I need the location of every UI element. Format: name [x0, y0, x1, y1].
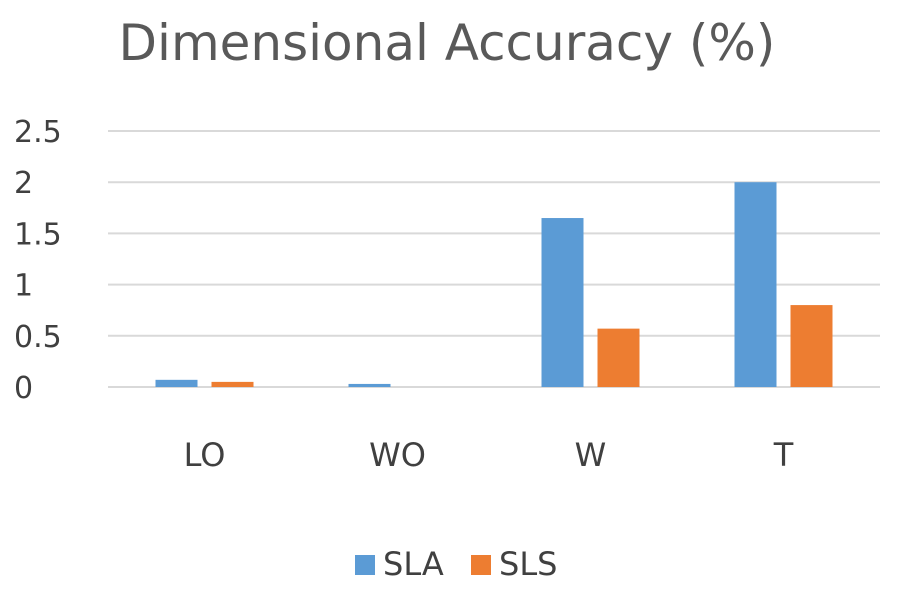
- y-tick-label: 2.5: [14, 115, 62, 150]
- y-tick-label: 2: [14, 166, 33, 201]
- chart-title: Dimensional Accuracy (%): [119, 14, 776, 72]
- y-tick-label: 1.5: [14, 217, 62, 252]
- bar-sls-lo: [211, 381, 254, 387]
- bar-sla-w: [541, 218, 584, 387]
- x-category-label: WO: [369, 436, 426, 474]
- bar-sla-t: [734, 182, 777, 387]
- x-axis-categories: LO WO W T: [184, 436, 794, 474]
- x-category-label: LO: [184, 436, 226, 474]
- legend-swatch-sls: [471, 555, 491, 575]
- legend-label-sls: SLS: [499, 545, 557, 583]
- legend-swatch-sla: [355, 555, 375, 575]
- bar-sla-wo: [348, 383, 391, 387]
- bar-sls-t: [790, 305, 833, 387]
- legend: SLA SLS: [355, 545, 557, 583]
- y-axis-ticks: 0 0.5 1 1.5 2 2.5: [14, 115, 62, 406]
- legend-label-sla: SLA: [383, 545, 444, 583]
- bars: [155, 182, 833, 387]
- bar-sla-lo: [155, 379, 198, 387]
- bar-sls-w: [597, 328, 640, 387]
- y-tick-label: 0: [14, 371, 33, 406]
- y-tick-label: 1: [14, 269, 33, 304]
- x-category-label: W: [575, 436, 607, 474]
- y-tick-label: 0.5: [14, 320, 62, 355]
- x-category-label: T: [773, 436, 794, 474]
